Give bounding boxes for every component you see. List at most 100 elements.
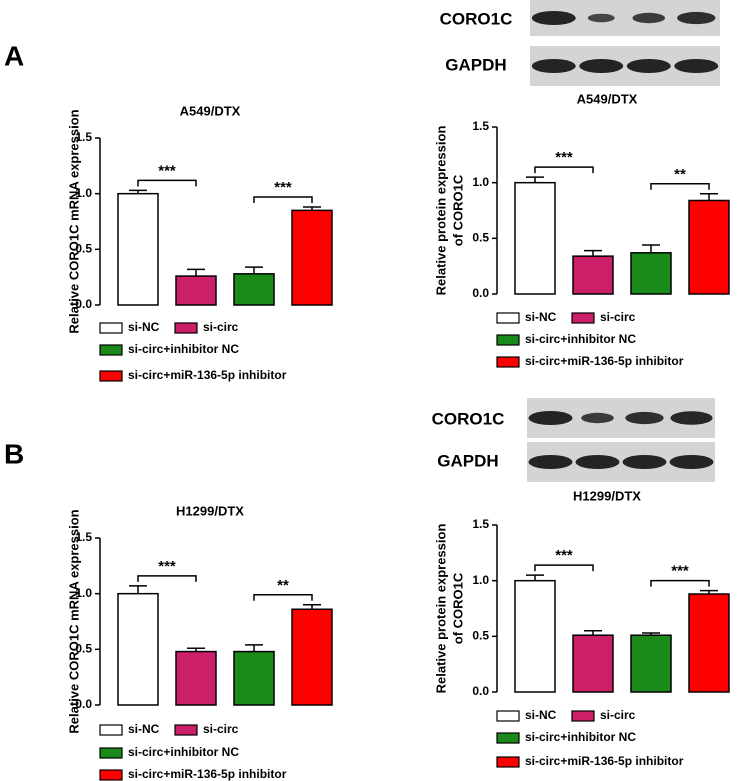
significance-bracket	[650, 579, 710, 587]
bar	[291, 608, 333, 706]
y-axis-label: of CORO1C	[450, 174, 465, 246]
significance-bracket	[137, 575, 197, 582]
blot-band	[531, 59, 576, 73]
significance-bracket	[253, 196, 313, 204]
legend-swatch	[496, 312, 520, 324]
chart: H1299/DTX Relative protein expression of C…	[433, 488, 730, 768]
significance-label: ***	[671, 563, 689, 580]
chart-title: A549/DTX	[180, 103, 241, 118]
chart: H1299/DTX Relative CORO1C mRNA expression…	[66, 503, 333, 781]
legend-swatch	[571, 710, 595, 722]
legend-label: si-circ+inhibitor NC	[525, 730, 636, 744]
blot-band	[670, 411, 713, 425]
y-tick-label: 1.5	[472, 119, 489, 133]
y-tick-label: 0.0	[75, 697, 92, 711]
bar	[233, 273, 275, 306]
blot-band	[674, 59, 719, 73]
significance-label: **	[674, 166, 686, 183]
bar	[572, 255, 614, 295]
legend-label: si-NC	[525, 310, 557, 324]
bar	[514, 181, 556, 295]
blot-band	[669, 455, 714, 469]
blot-band	[531, 11, 576, 25]
blot-label: CORO1C	[432, 409, 505, 428]
blot-band	[632, 12, 666, 24]
bar	[117, 192, 159, 306]
bar	[688, 199, 730, 295]
significance-bracket	[253, 594, 313, 601]
bar	[688, 593, 730, 693]
legend-swatch	[496, 334, 520, 346]
significance-bracket	[534, 166, 594, 174]
significance-label: **	[277, 577, 289, 594]
legend-label: si-circ+miR-136-5p inhibitor	[128, 767, 287, 781]
legend-label: si-circ	[600, 708, 636, 722]
significance-label: ***	[158, 162, 176, 179]
legend-swatch	[496, 756, 520, 768]
legend-swatch	[496, 356, 520, 368]
y-tick-label: 1.5	[75, 530, 92, 544]
legend-label: si-circ	[203, 722, 239, 736]
blot-band	[575, 455, 620, 469]
y-tick-label: 1.5	[75, 130, 92, 144]
y-tick-label: 0.0	[472, 286, 489, 300]
y-tick-label: 0.5	[75, 242, 92, 256]
significance-label: ***	[158, 558, 176, 575]
chart: A549/DTX Relative CORO1C mRNA expression0…	[66, 103, 333, 382]
legend-label: si-NC	[525, 708, 557, 722]
legend-label: si-circ+miR-136-5p inhibitor	[128, 368, 287, 382]
y-tick-label: 1.0	[472, 573, 489, 587]
y-axis-label: Relative CORO1C mRNA expression	[66, 109, 81, 333]
significance-label: ***	[555, 547, 573, 564]
blot-band	[625, 411, 664, 425]
legend-label: si-NC	[128, 320, 160, 334]
y-tick-label: 1.0	[75, 186, 92, 200]
y-axis-label: of CORO1C	[450, 572, 465, 644]
bar	[233, 650, 275, 706]
significance-bracket	[137, 179, 197, 187]
y-tick-label: 0.0	[472, 684, 489, 698]
y-tick-label: 1.5	[472, 517, 489, 531]
blot-band	[622, 455, 667, 469]
blot-band	[626, 59, 671, 73]
legend-swatch	[99, 322, 123, 334]
y-axis-label: Relative protein expression	[433, 126, 448, 296]
legend-swatch	[99, 724, 123, 736]
blot-band	[579, 59, 624, 73]
y-tick-label: 0.5	[75, 642, 92, 656]
panel-label: B	[4, 438, 24, 469]
legend-label: si-NC	[128, 722, 160, 736]
legend-label: si-circ+inhibitor NC	[128, 342, 239, 356]
legend-swatch	[174, 322, 198, 334]
blot-label: GAPDH	[445, 55, 506, 74]
legend-label: si-circ+inhibitor NC	[525, 332, 636, 346]
significance-label: ***	[274, 179, 292, 196]
y-tick-label: 1.0	[75, 586, 92, 600]
blot-label: GAPDH	[437, 451, 498, 470]
blot-band	[528, 455, 573, 469]
legend-label: si-circ+miR-136-5p inhibitor	[525, 354, 684, 368]
chart-title: H1299/DTX	[573, 488, 641, 503]
blot-band	[581, 412, 614, 424]
legend-label: si-circ+inhibitor NC	[128, 745, 239, 759]
significance-bracket	[534, 564, 594, 572]
y-tick-label: 0.0	[75, 297, 92, 311]
blot-band	[587, 13, 615, 23]
bar	[572, 634, 614, 693]
significance-label: ***	[555, 149, 573, 166]
legend-label: si-circ	[203, 320, 239, 334]
significance-bracket	[650, 183, 710, 190]
legend-swatch	[174, 724, 198, 736]
chart-title: A549/DTX	[577, 91, 638, 106]
legend-swatch	[496, 710, 520, 722]
blot-band	[528, 411, 573, 425]
legend-swatch	[99, 769, 123, 781]
bar	[630, 252, 672, 295]
bar	[291, 209, 333, 306]
y-tick-label: 0.5	[472, 629, 489, 643]
bar	[175, 650, 217, 706]
legend-label: si-circ+miR-136-5p inhibitor	[525, 754, 684, 768]
panel-label: A	[4, 40, 24, 71]
blot-band	[677, 11, 716, 25]
